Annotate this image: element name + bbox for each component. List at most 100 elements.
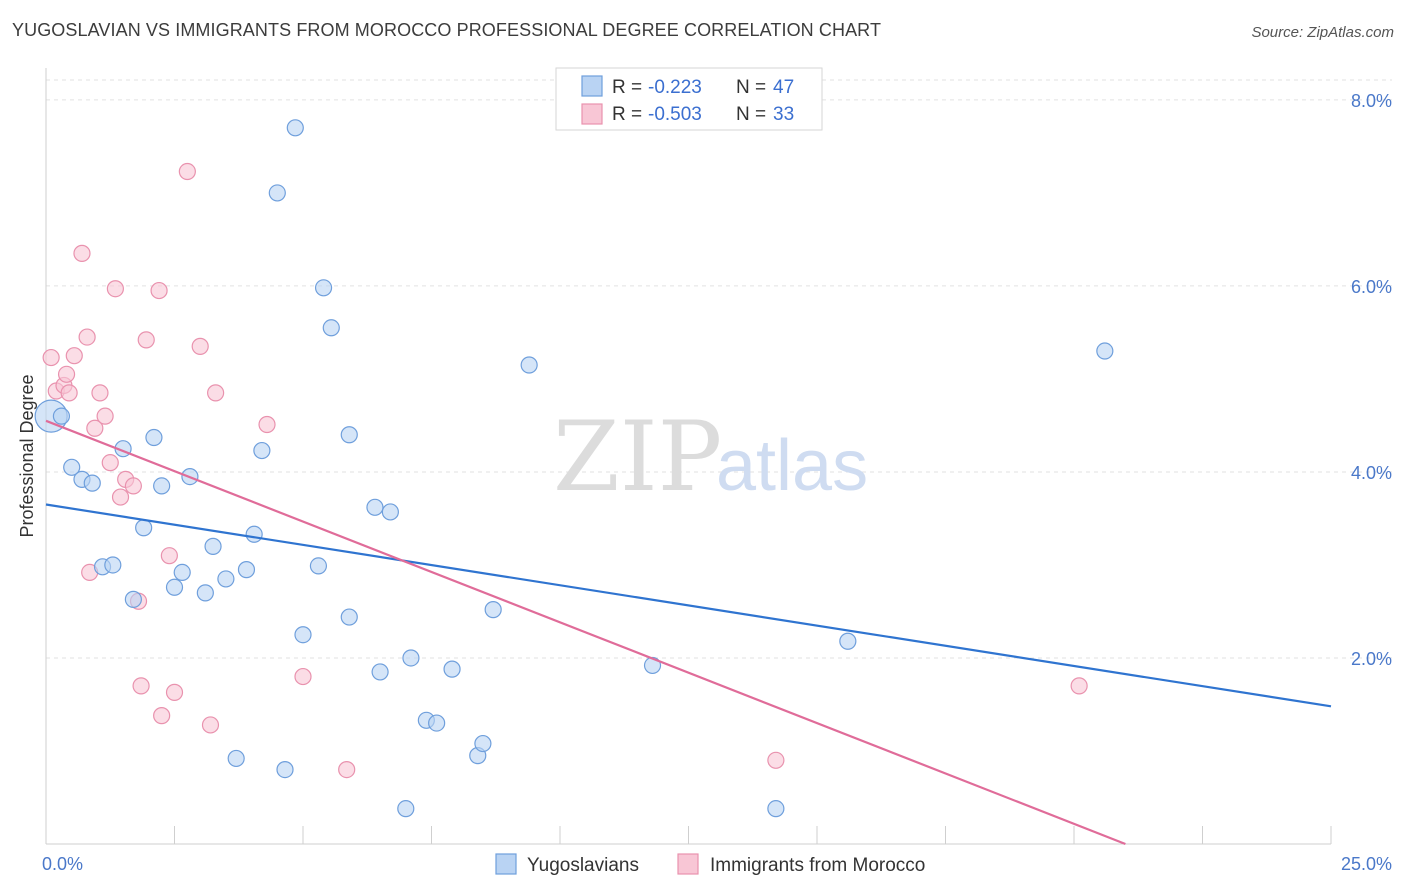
morocco-point-28 [258, 415, 276, 434]
morocco-point-23 [165, 683, 184, 701]
yugoslavians-point-8 [124, 590, 142, 608]
yugoslavians-point-10 [145, 428, 163, 447]
yugoslavians-point-11 [153, 477, 171, 495]
morocco-trend-line [45, 419, 1126, 846]
yugoslavians-point-32 [371, 663, 389, 681]
morocco-point-25 [191, 337, 209, 355]
yugoslavians-point-34 [397, 800, 415, 818]
legend-swatch-blue [581, 75, 603, 97]
morocco-point-32 [1070, 677, 1088, 695]
yugoslavians-point-18 [227, 749, 245, 768]
yugoslavians-point-40 [474, 734, 492, 753]
series-yugoslavians-points [34, 119, 1114, 818]
series-morocco-points [42, 162, 1088, 779]
bottom-legend-swatch-blue [495, 853, 517, 875]
morocco-point-6 [73, 244, 91, 262]
yugoslavians-point-30 [340, 608, 358, 626]
yugoslavians-point-23 [276, 760, 294, 779]
yugoslavians-point-42 [520, 356, 538, 374]
morocco-point-0 [42, 348, 60, 367]
legend: R = -0.223 N = 47 R = -0.503 N = 33 [555, 67, 823, 131]
morocco-point-18 [132, 677, 150, 695]
yugoslavians-point-37 [428, 714, 446, 732]
watermark: ZIP atlas [553, 401, 868, 513]
morocco-point-10 [91, 384, 109, 402]
yugoslavians-point-44 [767, 800, 785, 818]
chart-title: YUGOSLAVIAN VS IMMIGRANTS FROM MOROCCO P… [12, 20, 882, 40]
yugoslavians-point-31 [366, 498, 384, 516]
morocco-point-20 [150, 281, 168, 300]
yugoslavians-point-22 [268, 184, 286, 202]
yugoslavians-point-45 [839, 632, 857, 650]
legend-r-label-2: R = [612, 104, 642, 125]
legend-r-value-1: -0.223 [648, 77, 702, 98]
yugoslavians-point-19 [237, 561, 256, 579]
y-tick-labels: 2.0% 4.0% 6.0% 8.0% [1351, 91, 1392, 669]
morocco-point-21 [153, 707, 171, 725]
yugoslavians-point-20 [245, 525, 263, 543]
yugoslavians-point-35 [402, 649, 420, 667]
morocco-point-27 [207, 384, 225, 402]
legend-r-label-1: R = [612, 77, 642, 98]
yugoslavians-point-1 [52, 407, 71, 425]
morocco-point-12 [101, 454, 119, 472]
legend-n-value-2: 33 [773, 104, 794, 125]
bottom-legend: Yugoslavians Immigrants from Morocco [495, 853, 925, 876]
morocco-point-5 [65, 347, 83, 365]
y-tick-label-0: 2.0% [1351, 649, 1392, 669]
legend-n-label-2: N = [736, 104, 766, 125]
source-credit: Source: ZipAtlas.com [1251, 24, 1394, 41]
morocco-point-3 [57, 365, 76, 383]
yugoslavians-point-9 [135, 519, 153, 537]
yugoslavians-point-28 [322, 319, 340, 337]
morocco-point-29 [294, 667, 312, 686]
x-tick-label-0: 0.0% [42, 854, 83, 874]
yugoslavians-point-15 [196, 584, 214, 602]
watermark-atlas: atlas [716, 426, 868, 506]
yugoslavians-point-21 [253, 441, 271, 460]
bottom-legend-yugoslavians: Yugoslavians [527, 855, 639, 876]
morocco-point-16 [124, 477, 142, 495]
legend-n-label-1: N = [736, 77, 766, 98]
x-tick-label-1: 25.0% [1341, 854, 1392, 874]
y-tick-label-2: 6.0% [1351, 277, 1392, 297]
yugoslavians-point-24 [286, 119, 304, 137]
yugoslavians-point-33 [381, 503, 399, 521]
yugoslavians-point-27 [314, 279, 333, 297]
morocco-point-13 [106, 280, 124, 298]
y-tick-label-3: 8.0% [1351, 91, 1392, 111]
morocco-point-26 [201, 716, 220, 734]
trend-lines [45, 419, 1332, 846]
yugoslavians-point-26 [309, 557, 328, 575]
y-tick-label-1: 4.0% [1351, 463, 1392, 483]
legend-r-value-2: -0.503 [648, 104, 702, 125]
yugoslavians-point-41 [484, 601, 502, 619]
legend-n-value-1: 47 [773, 77, 794, 98]
yugoslavians-point-13 [173, 563, 191, 582]
bottom-legend-swatch-pink [677, 853, 699, 875]
yugoslavians-point-46 [1096, 342, 1114, 360]
yugoslavians-point-4 [83, 474, 101, 492]
axes [45, 68, 1332, 845]
yugoslavians-point-17 [217, 570, 235, 588]
yugoslavians-point-2 [63, 458, 81, 476]
morocco-point-4 [60, 384, 78, 402]
morocco-point-7 [78, 328, 96, 346]
morocco-point-14 [111, 488, 130, 506]
morocco-point-24 [178, 162, 196, 181]
yugoslavians-point-38 [443, 660, 461, 678]
watermark-zip: ZIP [553, 401, 722, 513]
yugoslavians-point-25 [294, 626, 312, 644]
morocco-point-9 [86, 419, 104, 437]
morocco-point-22 [160, 547, 178, 565]
bottom-legend-morocco: Immigrants from Morocco [710, 855, 925, 876]
yugoslavians-point-16 [204, 537, 222, 555]
yugoslavians-trend-line [45, 503, 1332, 708]
legend-swatch-pink [581, 103, 603, 125]
y-axis-label: Professional Degree [17, 374, 37, 537]
yugoslavians-point-6 [104, 556, 122, 574]
yugoslavians-point-29 [340, 426, 358, 444]
morocco-point-31 [767, 751, 785, 769]
yugoslavians-point-12 [165, 578, 184, 596]
